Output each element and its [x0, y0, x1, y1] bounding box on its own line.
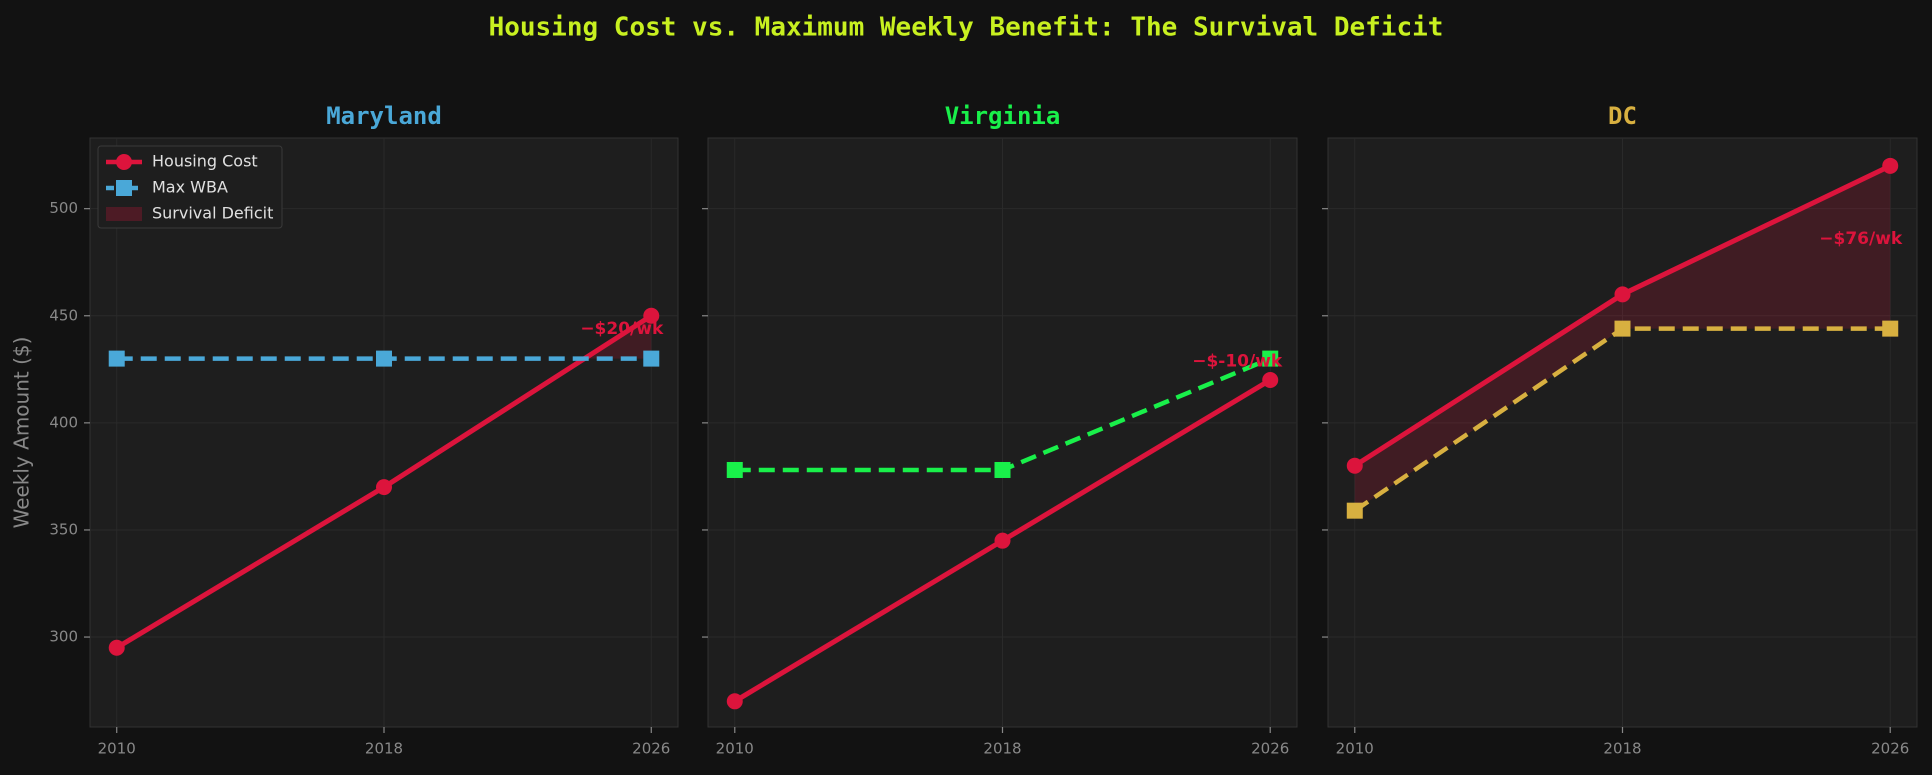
- x-tick-label: 2018: [1603, 740, 1641, 758]
- marker-square: [1262, 350, 1279, 367]
- panel-title: DC: [1608, 102, 1637, 130]
- marker-square: [1614, 320, 1631, 337]
- panel-title: Virginia: [945, 102, 1061, 130]
- x-tick-label: 2018: [983, 740, 1021, 758]
- legend-marker: [116, 180, 132, 196]
- marker-square: [726, 461, 743, 478]
- legend-swatch: [106, 207, 142, 221]
- y-tick-label: 300: [49, 628, 78, 646]
- x-tick-label: 2026: [632, 740, 670, 758]
- marker-circle: [1882, 157, 1899, 174]
- marker-circle: [376, 479, 392, 496]
- figure-title: Housing Cost vs. Maximum Weekly Benefit:…: [489, 13, 1444, 43]
- x-tick-label: 2018: [365, 740, 403, 758]
- y-tick-label: 400: [49, 413, 78, 431]
- deficit-area: [1354, 165, 1891, 511]
- marker-square: [1882, 320, 1899, 337]
- y-tick-label: 450: [49, 306, 78, 324]
- deficit-annotation: −$20/wk: [580, 319, 664, 339]
- legend-box: [97, 145, 283, 229]
- x-tick-label: 2010: [98, 740, 136, 758]
- marker-square: [643, 350, 660, 367]
- legend-label: Housing Cost: [152, 152, 258, 171]
- legend-marker: [116, 154, 132, 170]
- x-tick-label: 2010: [1336, 740, 1374, 758]
- marker-square: [376, 350, 392, 367]
- marker-circle: [994, 532, 1011, 549]
- marker-circle: [1262, 372, 1279, 389]
- x-tick-label: 2026: [1251, 740, 1289, 758]
- marker-square: [1346, 502, 1363, 519]
- y-tick-label: 350: [49, 520, 78, 538]
- marker-circle: [108, 639, 125, 656]
- marker-square: [994, 461, 1011, 478]
- legend: Housing Cost Max WBA Survival Deficit: [97, 145, 283, 229]
- marker-square: [108, 350, 125, 367]
- marker-circle: [643, 307, 660, 324]
- legend-label: Survival Deficit: [152, 204, 273, 223]
- marker-circle: [1346, 457, 1363, 474]
- marker-circle: [726, 693, 743, 710]
- x-tick-label: 2010: [716, 740, 754, 758]
- marker-circle: [1614, 286, 1631, 303]
- x-tick-label: 2026: [1871, 740, 1909, 758]
- y-axis-label: Weekly Amount ($): [10, 337, 34, 529]
- y-tick-label: 500: [49, 199, 78, 217]
- deficit-annotation: −$76/wk: [1819, 229, 1903, 249]
- panel-title: Maryland: [326, 102, 442, 130]
- deficit-annotation: −$-10/wk: [1192, 351, 1283, 371]
- legend-label: Max WBA: [152, 178, 228, 197]
